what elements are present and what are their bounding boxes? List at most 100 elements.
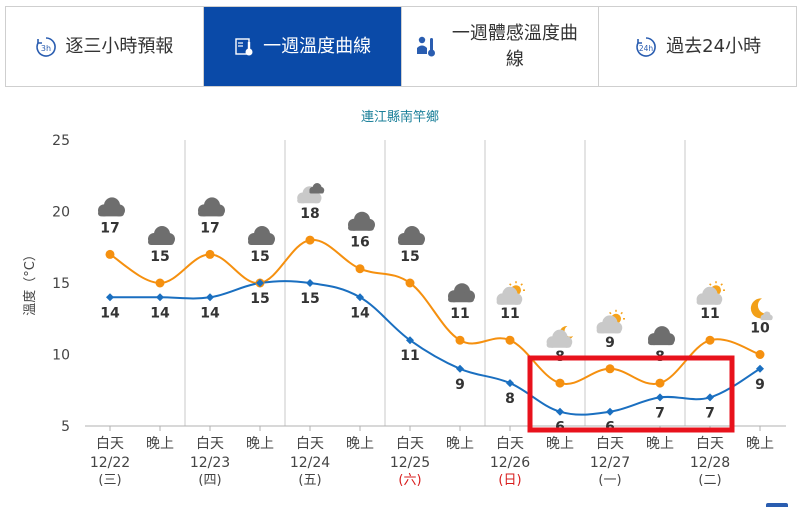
min-point [606,407,614,416]
min-point [756,364,764,373]
x-tick-period: 晚上 [746,436,774,452]
max-temperature-line [109,239,761,385]
cloud-gray [648,326,675,346]
max-value-label: 15 [150,249,169,265]
3h-clock-icon: 3h [36,36,57,57]
min-value-label: 15 [300,291,319,307]
series-lines [109,239,761,416]
cloudy-icon [198,197,225,217]
cloud-gray [448,283,475,303]
x-tick-date: 12/23 [190,455,230,471]
x-tick-weekday: (一) [598,473,621,488]
min-value-label: 11 [400,348,419,364]
x-tick-period: 白天 [296,436,324,452]
min-value-label: 9 [755,377,765,393]
max-value-label: 16 [350,235,369,251]
max-point [705,335,715,345]
max-value-label: 11 [700,306,719,322]
x-tick-weekday: (六) [398,473,421,488]
x-tick-period: 白天 [196,436,224,452]
min-point [256,279,264,287]
min-temperature-line [109,280,761,416]
max-value-label: 9 [605,335,615,351]
partly-cloudy-night-icon [546,326,573,348]
x-tick-date: 12/26 [490,455,530,471]
max-point [655,378,665,388]
min-value-label: 14 [350,305,370,321]
cloud-gray [309,183,325,194]
max-value-label: 15 [400,249,419,265]
max-value-label: 10 [750,321,770,337]
tab-label: 過去24小時 [666,35,762,57]
min-value-label: 14 [100,305,120,321]
cloudy-icon [248,226,275,245]
max-point [105,249,115,259]
clear-night-icon [750,298,773,321]
max-value-label: 17 [200,220,219,236]
x-tick-weekday: (五) [298,473,321,488]
x-tick-period: 白天 [96,436,124,452]
partly-cloudy-icon [297,183,325,204]
x-tick-date: 12/27 [590,455,630,471]
x-tick-period: 晚上 [346,436,374,452]
x-tick-weekday: (三) [98,473,121,488]
person-thermometer-icon [416,36,435,56]
tab-3-hour-forecast[interactable]: 3h 逐三小時預報 [6,7,204,86]
max-value-label: 15 [250,249,269,265]
tab-weekly-temperature[interactable]: 一週溫度曲線 [203,7,402,86]
bottom-right-badge [766,503,788,507]
y-tick-label: 5 [61,419,70,435]
max-point [455,335,465,345]
svg-text:24h: 24h [639,44,654,53]
cloudy-icon [148,226,175,245]
min-point [106,293,114,302]
y-tick-label: 20 [52,205,70,221]
chart-title: 連江縣南竿鄉 [361,109,439,125]
y-tick-label: 25 [52,133,70,149]
tab-weekly-apparent-temperature[interactable]: 一週體感溫度曲線 [402,7,600,86]
x-tick-weekday: (四) [198,473,221,488]
min-point [556,407,564,416]
min-value-label: 7 [705,405,715,421]
x-tick-period: 晚上 [146,436,174,452]
partly-sunny-icon [696,280,726,305]
x-tick-period: 晚上 [446,436,474,452]
svg-text:3h: 3h [41,44,51,53]
min-value-label: 7 [655,405,665,421]
tab-label: 逐三小時預報 [65,35,174,57]
max-point [555,378,565,388]
cloudy-icon [448,283,475,303]
min-point [156,293,164,302]
highlight-box [527,355,735,433]
y-axis-label: 溫度（°C） [22,248,38,316]
x-tick-date: 12/28 [690,455,730,471]
cloud-gray [148,226,175,245]
x-tick-period: 晚上 [246,436,274,452]
x-tick-period: 白天 [596,436,624,452]
thermometer-chart-icon [235,37,253,55]
x-tick-date: 12/24 [290,455,330,471]
max-point [205,249,215,259]
cloud-gray [198,197,225,217]
min-value-label: 14 [150,305,170,321]
cloudy-icon [98,197,125,217]
tab-past-24-hours[interactable]: 24h 過去24小時 [599,7,796,86]
max-value-label: 17 [100,220,119,236]
x-tick-period: 晚上 [546,436,574,452]
min-point [656,393,664,402]
min-point [206,293,214,302]
cloudy-icon [348,211,375,231]
max-point [305,235,315,245]
max-point [755,350,765,359]
cloud-gray [398,226,425,245]
min-value-label: 9 [455,377,465,393]
vertical-gridlines [184,140,686,426]
partly-sunny-icon [496,280,526,305]
x-axis-ticks: 白天 12/22 (三) 晚上 白天 12/23 (四) 晚上 白天 12/24 (五) 晚上 白天 12… [90,426,774,488]
tab-bar: 3h 逐三小時預報 一週溫度曲線 一週體感溫度曲線 24h 過去24小時 [5,6,797,87]
min-point [456,364,464,373]
x-tick-weekday: (日) [498,473,521,488]
partly-sunny-icon [596,309,626,334]
